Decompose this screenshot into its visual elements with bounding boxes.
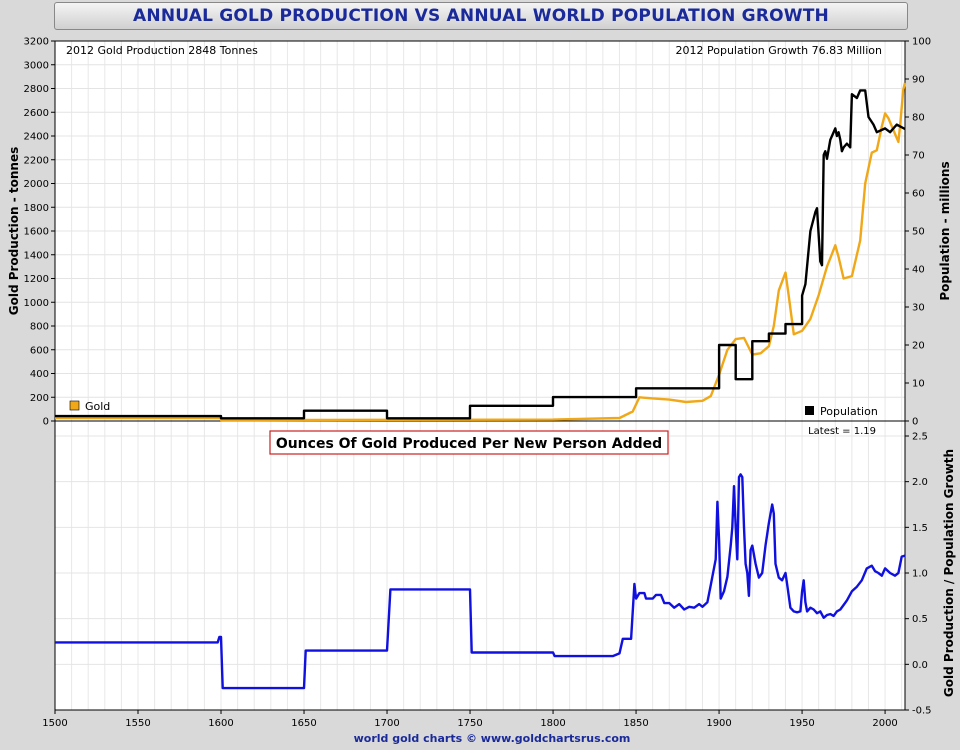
ratio-axis-tick-label: 0.0 <box>912 660 928 671</box>
gold-axis-tick-label: 1200 <box>24 274 49 285</box>
x-axis-tick-label: 1650 <box>291 718 316 729</box>
gold-axis-tick-label: 3200 <box>24 37 49 48</box>
bottom-panel-subtitle: Ounces Of Gold Produced Per New Person A… <box>276 436 662 452</box>
x-axis-tick-label: 1950 <box>789 718 814 729</box>
subtitle-box <box>269 430 669 455</box>
x-axis-tick-label: 1550 <box>125 718 150 729</box>
population-axis-label: Population - millions <box>938 161 952 300</box>
population-axis-tick-label: 100 <box>912 37 931 48</box>
footer-credit: world gold charts © www.goldchartsrus.co… <box>354 732 631 745</box>
ratio-axis-tick-label: 0.5 <box>912 614 928 625</box>
population-axis-tick-label: 10 <box>912 379 925 390</box>
latest-value-label: Latest = 1.19 <box>808 426 876 437</box>
ratio-axis-tick-label: -0.5 <box>912 706 932 717</box>
ratio-axis-tick-label: 1.5 <box>912 523 928 534</box>
population-legend-swatch <box>805 406 814 415</box>
gold-axis-tick-label: 400 <box>30 369 49 380</box>
x-axis-tick-label: 1900 <box>706 718 731 729</box>
gold-axis-tick-label: 1400 <box>24 250 49 261</box>
x-axis-tick-label: 2000 <box>872 718 897 729</box>
population-series-line <box>55 89 906 420</box>
title-bar: ANNUAL GOLD PRODUCTION VS ANNUAL WORLD P… <box>54 2 908 30</box>
x-axis-tick-label: 1600 <box>208 718 233 729</box>
population-axis-tick-label: 0 <box>912 417 918 428</box>
ratio-axis-tick-label: 2.5 <box>912 432 928 443</box>
ratio-axis-label: Gold Production / Population Growth <box>942 449 956 697</box>
chart-title: ANNUAL GOLD PRODUCTION VS ANNUAL WORLD P… <box>133 6 829 26</box>
gold-axis-tick-label: 2800 <box>24 84 49 95</box>
population-axis-tick-label: 90 <box>912 75 925 86</box>
x-axis-tick-label: 1850 <box>623 718 648 729</box>
ratio-series-line <box>55 473 906 690</box>
gold-axis-tick-label: 600 <box>30 345 49 356</box>
population-axis-tick-label: 80 <box>912 113 925 124</box>
gold-axis-tick-label: 1600 <box>24 227 49 238</box>
gold-axis-tick-label: 800 <box>30 322 49 333</box>
population-axis-tick-label: 70 <box>912 151 925 162</box>
gold-legend-label: Gold <box>85 400 110 413</box>
population-axis-tick-label: 30 <box>912 303 925 314</box>
x-axis-tick-label: 1800 <box>540 718 565 729</box>
plot-border <box>54 40 906 711</box>
x-axis-tick-label: 1700 <box>374 718 399 729</box>
gold-series-line <box>55 82 907 422</box>
population-axis-tick-label: 60 <box>912 189 925 200</box>
population-axis-tick-label: 50 <box>912 227 925 238</box>
x-axis-tick-label: 1500 <box>42 718 67 729</box>
ratio-axis-tick-label: 1.0 <box>912 569 928 580</box>
x-axis-tick-label: 1750 <box>457 718 482 729</box>
population-axis-tick-label: 40 <box>912 265 925 276</box>
gold-axis-tick-label: 2400 <box>24 132 49 143</box>
gold-axis-tick-label: 1000 <box>24 298 49 309</box>
gold-production-info: 2012 Gold Production 2848 Tonnes <box>66 44 258 57</box>
gold-axis-tick-label: 2200 <box>24 155 49 166</box>
gold-legend-swatch <box>69 400 80 411</box>
gold-axis-tick-label: 3000 <box>24 60 49 71</box>
gold-axis-tick-label: 0 <box>43 417 49 428</box>
gold-axis-tick-label: 2600 <box>24 108 49 119</box>
gold-axis-tick-label: 200 <box>30 393 49 404</box>
bottom-plot-area <box>55 421 905 710</box>
gold-axis-tick-label: 2000 <box>24 179 49 190</box>
ratio-axis-tick-label: 2.0 <box>912 477 928 488</box>
population-growth-info: 2012 Population Growth 76.83 Million <box>676 44 883 57</box>
population-legend-label: Population <box>820 405 878 418</box>
population-axis-tick-label: 20 <box>912 341 925 352</box>
gold-axis-label: Gold Production - tonnes <box>7 147 21 316</box>
gold-axis-tick-label: 1800 <box>24 203 49 214</box>
